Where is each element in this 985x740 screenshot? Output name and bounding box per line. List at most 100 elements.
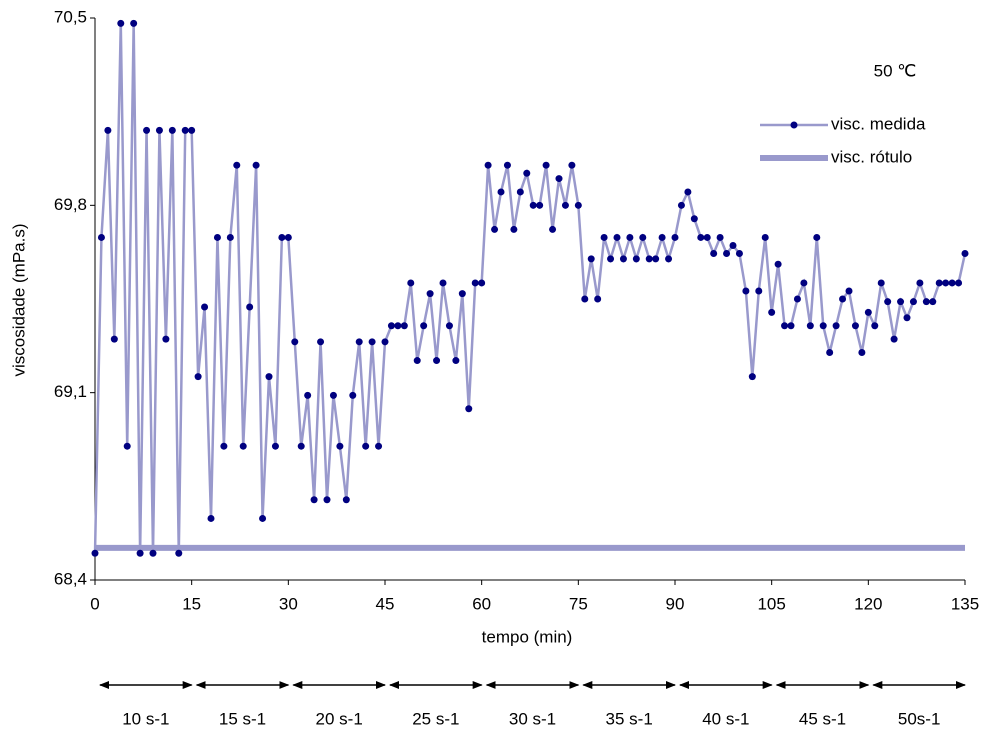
data-point: [362, 442, 370, 450]
data-point: [735, 250, 743, 258]
x-tick-label: 0: [90, 594, 99, 613]
legend-marker: [790, 121, 798, 129]
data-point: [291, 338, 299, 346]
data-point: [143, 126, 151, 134]
data-point: [587, 255, 595, 263]
data-point: [323, 496, 331, 504]
data-point: [594, 295, 602, 303]
data-point: [639, 233, 647, 241]
data-point: [284, 233, 292, 241]
data-point: [793, 295, 801, 303]
data-point: [716, 233, 724, 241]
data-point: [845, 287, 853, 295]
legend-label: visc. medida: [831, 114, 926, 133]
data-point: [897, 298, 905, 306]
data-point: [439, 279, 447, 287]
data-point: [916, 279, 924, 287]
data-point: [729, 241, 737, 249]
data-point: [368, 338, 376, 346]
interval-label: 35 s-1: [606, 709, 653, 728]
data-point: [458, 290, 466, 298]
data-point: [645, 255, 653, 263]
data-point: [839, 295, 847, 303]
data-point: [336, 442, 344, 450]
data-point: [864, 308, 872, 316]
x-tick-label: 45: [376, 594, 395, 613]
data-point: [619, 255, 627, 263]
data-point: [400, 322, 408, 330]
data-point: [555, 175, 563, 183]
data-point: [194, 373, 202, 381]
data-point: [220, 442, 228, 450]
data-point: [252, 161, 260, 169]
interval-label: 20 s-1: [316, 709, 363, 728]
data-point: [742, 287, 750, 295]
data-point: [201, 303, 209, 311]
data-point: [832, 322, 840, 330]
data-point: [162, 335, 170, 343]
data-point: [948, 279, 956, 287]
data-point: [671, 233, 679, 241]
data-point: [375, 442, 383, 450]
data-point: [213, 233, 221, 241]
data-point: [806, 322, 814, 330]
data-point: [471, 279, 479, 287]
legend-label: visc. rótulo: [831, 147, 912, 166]
interval-label: 25 s-1: [412, 709, 459, 728]
data-point: [613, 233, 621, 241]
data-point: [226, 233, 234, 241]
data-point: [581, 295, 589, 303]
data-point: [426, 290, 434, 298]
data-point: [110, 335, 118, 343]
data-point: [529, 201, 537, 209]
data-point: [233, 161, 241, 169]
data-point: [677, 201, 685, 209]
data-point: [813, 233, 821, 241]
data-point: [491, 225, 499, 233]
data-point: [91, 549, 99, 557]
data-point: [136, 549, 144, 557]
data-point: [175, 549, 183, 557]
x-tick-label: 90: [666, 594, 685, 613]
data-point: [317, 338, 325, 346]
interval-label: 40 s-1: [702, 709, 749, 728]
data-point: [884, 298, 892, 306]
data-point: [568, 161, 576, 169]
x-tick-label: 135: [951, 594, 979, 613]
x-axis-label: tempo (min): [482, 627, 573, 646]
data-point: [851, 322, 859, 330]
data-point: [465, 405, 473, 413]
data-point: [246, 303, 254, 311]
interval-label: 30 s-1: [509, 709, 556, 728]
y-tick-label: 69,1: [54, 382, 87, 401]
data-point: [342, 496, 350, 504]
data-point: [497, 188, 505, 196]
data-point: [433, 357, 441, 365]
data-point: [755, 287, 763, 295]
data-point: [768, 308, 776, 316]
data-point: [549, 225, 557, 233]
data-point: [536, 201, 544, 209]
data-point: [484, 161, 492, 169]
data-point: [420, 322, 428, 330]
data-point: [413, 357, 421, 365]
data-point: [871, 322, 879, 330]
data-point: [523, 169, 531, 177]
data-point: [697, 233, 705, 241]
data-point: [381, 338, 389, 346]
interval-label: 45 s-1: [799, 709, 846, 728]
data-point: [787, 322, 795, 330]
data-point: [503, 161, 511, 169]
data-point: [658, 233, 666, 241]
data-point: [955, 279, 963, 287]
data-point: [130, 19, 138, 27]
y-tick-label: 68,4: [54, 569, 87, 588]
data-point: [259, 514, 267, 522]
data-point: [761, 233, 769, 241]
data-point: [452, 357, 460, 365]
x-tick-label: 60: [472, 594, 491, 613]
data-point: [774, 260, 782, 268]
y-tick-label: 70,5: [54, 7, 87, 26]
data-point: [329, 391, 337, 399]
data-point: [935, 279, 943, 287]
